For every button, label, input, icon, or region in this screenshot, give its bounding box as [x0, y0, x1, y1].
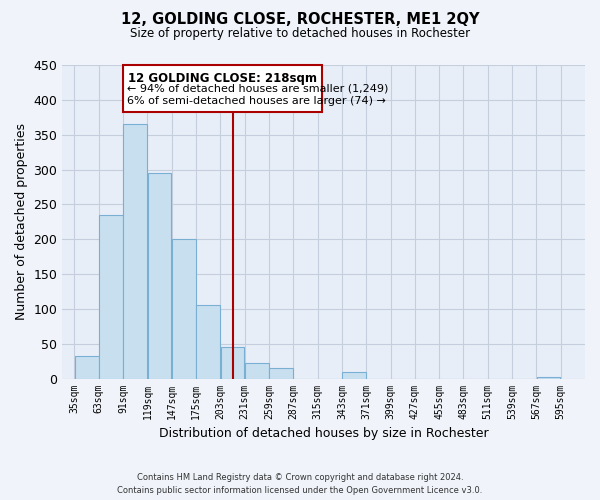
Text: 12 GOLDING CLOSE: 218sqm: 12 GOLDING CLOSE: 218sqm [128, 72, 317, 85]
Bar [536, 377, 560, 378]
Bar [245, 363, 269, 378]
Text: Size of property relative to detached houses in Rochester: Size of property relative to detached ho… [130, 28, 470, 40]
Bar [342, 372, 366, 378]
Bar [99, 215, 123, 378]
Bar [123, 124, 147, 378]
Bar [74, 356, 98, 378]
Bar [221, 346, 244, 378]
Text: 12, GOLDING CLOSE, ROCHESTER, ME1 2QY: 12, GOLDING CLOSE, ROCHESTER, ME1 2QY [121, 12, 479, 28]
X-axis label: Distribution of detached houses by size in Rochester: Distribution of detached houses by size … [159, 427, 488, 440]
Text: 6% of semi-detached houses are larger (74) →: 6% of semi-detached houses are larger (7… [127, 96, 386, 106]
FancyBboxPatch shape [123, 65, 322, 112]
Bar [196, 306, 220, 378]
Bar [172, 239, 196, 378]
Text: ← 94% of detached houses are smaller (1,249): ← 94% of detached houses are smaller (1,… [127, 83, 389, 93]
Bar [269, 368, 293, 378]
Text: Contains HM Land Registry data © Crown copyright and database right 2024.
Contai: Contains HM Land Registry data © Crown c… [118, 473, 482, 495]
Bar [148, 173, 172, 378]
Y-axis label: Number of detached properties: Number of detached properties [15, 124, 28, 320]
